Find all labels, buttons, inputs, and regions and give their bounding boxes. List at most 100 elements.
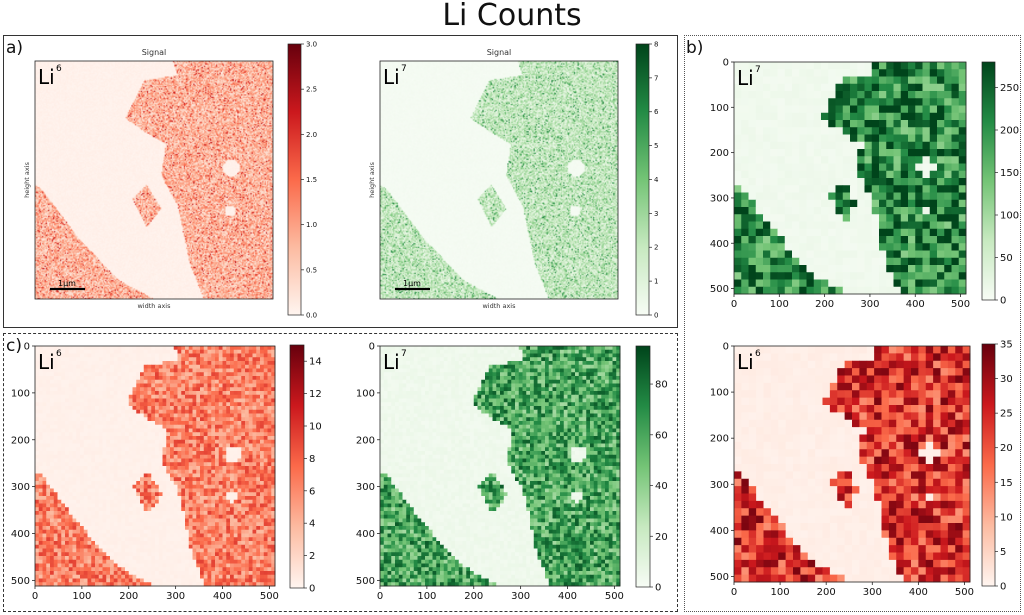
heatmap-cell — [828, 156, 836, 164]
heatmap-cell — [741, 98, 749, 106]
colorbar-tick-label: 15 — [1000, 478, 1013, 489]
heatmap-cell — [128, 357, 133, 362]
heatmap-cell — [857, 105, 865, 114]
heatmap-cell — [770, 185, 778, 193]
heatmap-cell — [903, 449, 912, 458]
heatmap-cell — [72, 417, 77, 422]
heatmap-cell — [734, 537, 742, 546]
heatmap-cell — [188, 413, 193, 418]
heatmap-cell — [866, 368, 875, 376]
heatmap-cell — [65, 432, 70, 437]
heatmap-cell — [166, 503, 171, 508]
heatmap-cell — [177, 402, 182, 407]
heatmap-cell — [871, 141, 880, 150]
heatmap-cell — [207, 394, 212, 399]
heatmap-cell — [155, 372, 160, 377]
colorbar-tick-label: 3 — [654, 210, 658, 218]
heatmap-cell — [98, 481, 103, 486]
heatmap-cell — [256, 372, 261, 377]
heatmap-cell — [256, 398, 261, 403]
heatmap-cell — [852, 478, 860, 487]
heatmap-cell — [140, 346, 145, 351]
heatmap-cell — [57, 451, 62, 456]
heatmap-cell — [50, 364, 55, 369]
heatmap-cell — [207, 421, 212, 426]
heatmap-cell — [162, 488, 167, 493]
heatmap-cell — [207, 432, 212, 437]
heatmap-cell — [91, 406, 96, 411]
heatmap-cell — [42, 484, 47, 489]
heatmap-cell — [211, 413, 216, 418]
heatmap-cell — [113, 394, 118, 399]
heatmap-cell — [50, 499, 55, 504]
heatmap-cell — [38, 368, 43, 373]
heatmap-cell — [72, 383, 77, 388]
heatmap-cell — [110, 499, 115, 504]
heatmap-cell — [241, 451, 246, 456]
heatmap-cell — [98, 409, 103, 414]
heatmap-cell — [110, 488, 115, 493]
heatmap-cell — [874, 493, 882, 502]
heatmap-cell — [181, 376, 186, 381]
heatmap-cell — [226, 436, 231, 441]
heatmap-cell — [136, 469, 141, 474]
heatmap-cell — [866, 500, 875, 509]
heatmap-cell — [756, 360, 764, 369]
heatmap-cell — [915, 62, 923, 70]
heatmap-cell — [91, 409, 96, 414]
heatmap-cell — [53, 443, 58, 448]
heatmap-cell — [245, 364, 250, 369]
heatmap-cell — [929, 192, 938, 201]
heatmap-cell — [267, 394, 272, 399]
heatmap-cell — [871, 221, 880, 230]
heatmap-cell — [173, 361, 178, 366]
heatmap-cell — [106, 417, 111, 422]
heatmap-cell — [218, 473, 223, 478]
heatmap-cell — [203, 353, 208, 358]
heatmap-cell — [852, 574, 860, 583]
heatmap-cell — [886, 243, 894, 251]
heatmap-cell — [102, 432, 107, 437]
heatmap-cell — [233, 391, 238, 396]
heatmap-cell — [83, 484, 88, 489]
heatmap-cell — [741, 214, 749, 222]
heatmap-cell — [147, 443, 152, 448]
heatmap-cell — [185, 417, 190, 422]
heatmap-cell — [211, 499, 216, 504]
heatmap-cell — [50, 443, 55, 448]
heatmap-cell — [237, 391, 242, 396]
heatmap-cell — [110, 413, 115, 418]
heatmap-cell — [881, 353, 890, 362]
heatmap-cell — [188, 424, 193, 429]
heatmap-cell — [792, 214, 800, 222]
heatmap-cell — [65, 477, 70, 482]
heatmap-cell — [128, 398, 133, 403]
heatmap-cell — [806, 279, 815, 288]
heatmap-cell — [226, 462, 231, 467]
heatmap-cell — [237, 417, 242, 422]
heatmap-cell — [188, 477, 193, 482]
heatmap-cell — [763, 397, 772, 406]
heatmap-cell — [741, 265, 749, 273]
heatmap-cell — [200, 499, 205, 504]
heatmap-cell — [958, 163, 967, 172]
heatmap-cell — [151, 492, 156, 497]
heatmap-cell — [929, 207, 938, 215]
heatmap-cell — [263, 424, 268, 429]
heatmap-cell — [46, 466, 51, 471]
a-li6-xlabel: width axis — [137, 302, 171, 310]
heatmap-cell — [113, 432, 118, 437]
heatmap-cell — [95, 364, 100, 369]
heatmap-cell — [763, 214, 771, 222]
heatmap-cell — [778, 382, 787, 391]
heatmap-cell — [260, 424, 265, 429]
colorbar-tick-label: 50 — [1000, 253, 1013, 264]
heatmap-cell — [170, 349, 175, 354]
heatmap-cell — [256, 458, 261, 463]
heatmap-cell — [226, 492, 231, 497]
heatmap-cell — [87, 477, 92, 482]
heatmap-cell — [888, 530, 897, 539]
heatmap-cell — [185, 462, 190, 467]
heatmap-cell — [748, 243, 757, 251]
heatmap-cell — [813, 91, 822, 99]
